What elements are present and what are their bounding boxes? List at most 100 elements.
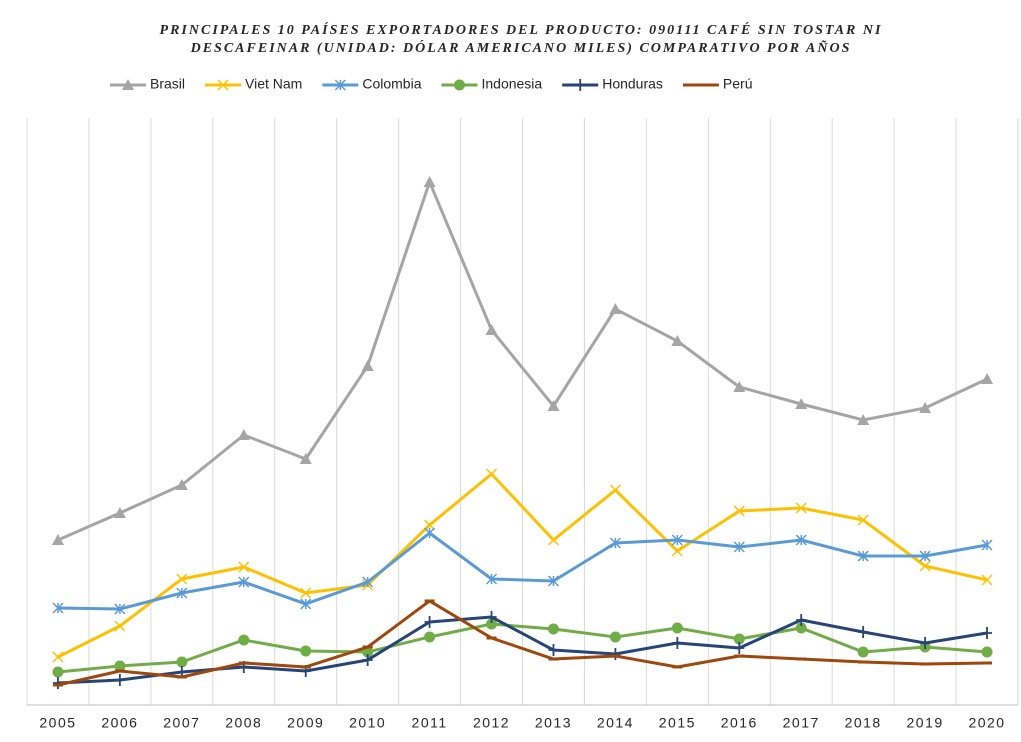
marker [52, 602, 64, 614]
marker-shape [114, 660, 126, 672]
marker-shape [113, 506, 126, 518]
marker-shape [547, 575, 559, 587]
marker-shape [300, 645, 312, 657]
marker [52, 666, 64, 678]
marker-shape [733, 505, 745, 517]
marker [920, 636, 931, 649]
x-tick-label: 2014 [597, 715, 634, 731]
chart-title: PRINCIPALES 10 PAÍSES EXPORTADORES DEL P… [160, 21, 883, 38]
marker [362, 576, 374, 588]
marker-shape [176, 587, 188, 599]
marker [362, 653, 373, 666]
marker-shape [114, 603, 126, 615]
legend-marker [334, 79, 346, 91]
marker-shape [857, 514, 869, 526]
marker-shape [857, 413, 870, 425]
marker-shape [238, 561, 250, 573]
marker [982, 626, 993, 639]
marker-shape [300, 598, 312, 610]
marker [672, 636, 683, 649]
legend-label: Perú [723, 76, 753, 92]
series-line [57, 472, 988, 659]
marker [733, 380, 746, 392]
marker-shape [919, 401, 932, 413]
marker-shape [857, 550, 869, 562]
marker [857, 550, 869, 562]
marker [795, 534, 807, 546]
legend-label: Colombia [362, 76, 421, 92]
legend-label: Viet Nam [245, 76, 302, 92]
legend-marker [217, 79, 229, 91]
marker [858, 626, 869, 639]
x-tick-label: 2012 [473, 715, 510, 731]
x-tick-label: 2018 [845, 715, 882, 731]
marker-shape [796, 614, 807, 627]
marker [485, 323, 498, 335]
marker [981, 539, 993, 551]
marker-shape [795, 397, 808, 409]
marker-shape [548, 644, 559, 657]
marker [609, 537, 621, 549]
marker [52, 651, 64, 663]
x-tick-label: 2008 [225, 715, 262, 731]
marker [176, 656, 188, 668]
marker [609, 484, 621, 496]
x-tick-label: 2006 [101, 715, 138, 731]
marker [795, 622, 807, 634]
marker-shape [453, 79, 465, 91]
legend-label: Indonesia [481, 76, 542, 92]
series-line [57, 622, 988, 674]
marker-shape [919, 550, 931, 562]
marker-shape [920, 636, 931, 649]
marker [486, 468, 498, 480]
marker [424, 631, 436, 643]
marker-shape [609, 537, 621, 549]
x-tick-label: 2016 [721, 715, 758, 731]
marker-shape [485, 323, 498, 335]
x-tick-label: 2017 [783, 715, 820, 731]
marker [176, 587, 188, 599]
marker-shape [671, 334, 684, 346]
marker [175, 479, 188, 491]
x-tick-label: 2007 [163, 715, 200, 731]
legend-marker [453, 79, 465, 91]
marker-shape [609, 303, 622, 315]
marker [237, 428, 250, 440]
marker [51, 533, 64, 545]
marker-shape [176, 656, 188, 668]
marker [423, 175, 436, 187]
marker [857, 514, 869, 526]
x-tick-label: 2005 [39, 715, 76, 731]
marker-shape [114, 674, 125, 687]
marker-shape [486, 618, 498, 630]
marker [981, 646, 993, 658]
x-tick-label: 2013 [535, 715, 572, 731]
marker [919, 550, 931, 562]
marker [733, 505, 745, 517]
marker [981, 373, 994, 385]
marker [114, 620, 126, 632]
marker [238, 634, 250, 646]
marker-shape [361, 359, 374, 371]
x-tick-label: 2020 [968, 715, 1005, 731]
marker-shape [609, 631, 621, 643]
marker [610, 647, 621, 660]
marker-shape [362, 653, 373, 666]
marker-shape [610, 647, 621, 660]
marker-shape [237, 428, 250, 440]
marker-shape [981, 574, 993, 586]
series-line [57, 531, 988, 611]
marker [671, 545, 683, 557]
marker-shape [52, 651, 64, 663]
marker-shape [217, 79, 229, 91]
marker [238, 561, 250, 573]
marker-shape [52, 602, 64, 614]
marker-shape [795, 502, 807, 514]
marker [671, 622, 683, 634]
marker [113, 506, 126, 518]
marker [424, 615, 435, 628]
marker-shape [300, 587, 312, 599]
marker [547, 575, 559, 587]
marker [486, 573, 498, 585]
